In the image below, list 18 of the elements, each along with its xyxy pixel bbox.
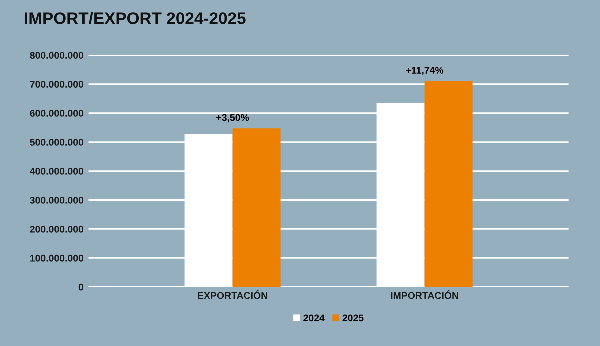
annotation: +3,50% (216, 114, 250, 123)
legend-label: 2024 (304, 314, 325, 322)
bar (424, 81, 473, 288)
y-tick-label: 0 (78, 284, 84, 291)
y-tick-label: 500.000.000 (30, 139, 84, 146)
annotation: +11,74% (406, 67, 444, 76)
bar (232, 128, 281, 288)
legend-label: 2025 (342, 314, 364, 322)
x-tick-label: EXPORTACIÓN (198, 290, 268, 300)
y-tick-label: 400.000.000 (30, 168, 84, 175)
chart-title: IMPORT/EXPORT 2024-2025 (25, 12, 246, 25)
y-tick-label: 600.000.000 (30, 110, 84, 117)
y-tick-label: 700.000.000 (30, 81, 84, 88)
y-tick-label: 800.000.000 (30, 52, 84, 59)
x-tick-label: IMPORTACIÓN (391, 290, 458, 300)
y-tick-label: 100.000.000 (30, 254, 84, 262)
y-tick-label: 200.000.000 (30, 226, 84, 233)
y-tick-label: 300.000.000 (30, 196, 84, 204)
